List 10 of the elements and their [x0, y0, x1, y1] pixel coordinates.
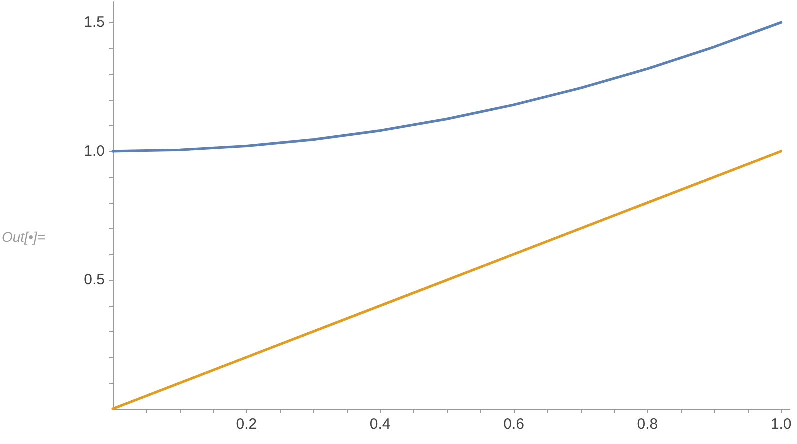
text: Out[•]= — [2, 229, 46, 245]
line-series — [112, 21, 783, 153]
x-tick-label: 0.2 — [236, 416, 258, 433]
x-tick-label: 0.4 — [370, 416, 391, 433]
x-tick-label: 0.6 — [504, 416, 524, 433]
x-tick-label: 1.0 — [770, 416, 792, 433]
y-tick-label: 1.0 — [84, 142, 105, 160]
x-tick-label: 0.8 — [637, 416, 658, 433]
y-tick-label: 1.5 — [84, 14, 105, 32]
y-tick-label: 0.5 — [84, 272, 105, 289]
